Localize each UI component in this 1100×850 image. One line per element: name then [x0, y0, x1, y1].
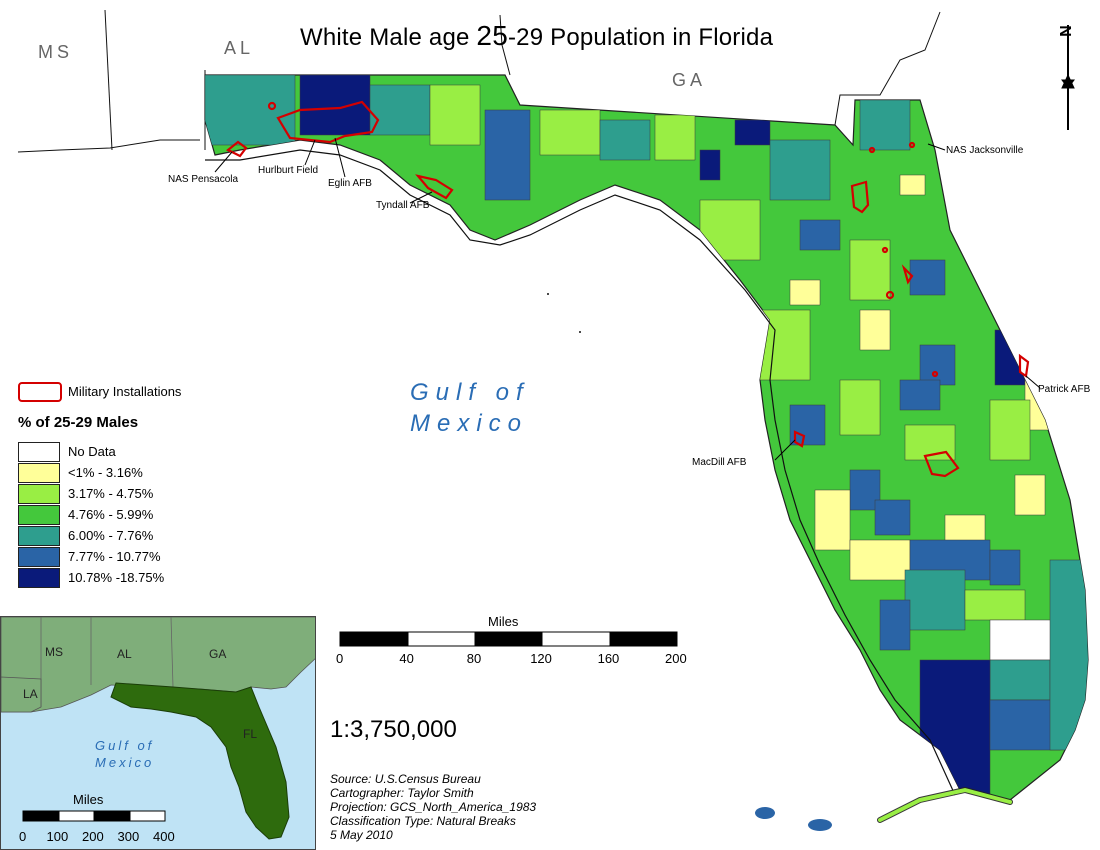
label-tyndall-afb: Tyndall AFB	[376, 200, 430, 211]
scale-bar	[339, 631, 678, 647]
credit-classification: Classification Type: Natural Breaks	[330, 814, 516, 828]
scale-tick-label: 200	[665, 651, 687, 666]
legend-label: 4.76% - 5.99%	[68, 507, 154, 522]
base-leader-lines	[214, 137, 1041, 461]
label-nas-jacksonville: NAS Jacksonville	[946, 145, 1024, 156]
scale-tick-label: 160	[597, 651, 620, 666]
legend-swatch	[18, 484, 60, 504]
label-mississippi: MS	[38, 42, 73, 62]
credit-cartographer: Cartographer: Taylor Smith	[330, 786, 474, 800]
legend-row: 7.77% - 10.77%	[18, 547, 218, 568]
inset-scale-tick-label: 100	[46, 829, 69, 844]
legend-row: 6.00% - 7.76%	[18, 526, 218, 547]
scale-tick-label: 120	[530, 651, 552, 666]
map-title: White Male age 25-29 Population in Flori…	[300, 20, 774, 51]
inset-scale-bar	[22, 810, 166, 822]
credit-projection: Projection: GCS_North_America_1983	[330, 800, 537, 814]
inset-locator-map: MS AL GA LA FL Gulf of Mexico Miles 0 100…	[0, 616, 316, 850]
label-hurlburt-field: Hurlburt Field	[258, 165, 319, 176]
legend-row: 10.78% -18.75%	[18, 568, 218, 589]
inset-label-ga: GA	[209, 647, 227, 661]
scale-ratio: 1:3,750,000	[330, 716, 457, 743]
label-nas-pensacola: NAS Pensacola	[168, 174, 239, 185]
scale-tick-label: 0	[336, 651, 344, 666]
label-eglin-afb: Eglin AFB	[328, 178, 372, 189]
military-installations	[225, 100, 1030, 478]
credit-date: 5 May 2010	[330, 828, 393, 842]
legend-swatch	[18, 568, 60, 588]
legend-swatch	[18, 442, 60, 462]
inset-scale-tick-label: 0	[19, 829, 27, 844]
scale-unit: Miles	[488, 614, 519, 629]
legend-swatch	[18, 547, 60, 567]
label-georgia: GA	[672, 70, 707, 90]
north-arrow	[1061, 25, 1075, 130]
scale-tick-label: 80	[466, 651, 482, 666]
inset-label-ms: MS	[45, 645, 63, 659]
legend-row: No Data	[18, 442, 218, 463]
credit-source: Source: U.S.Census Bureau	[330, 772, 481, 786]
inset-svg	[1, 617, 315, 840]
inset-florida	[110, 682, 290, 840]
legend-label: 3.17% - 4.75%	[68, 486, 154, 501]
military-label: Military Installations	[68, 384, 182, 399]
inset-label-gulf: Gulf of Mexico	[95, 738, 155, 770]
label-macdill-afb: MacDill AFB	[692, 457, 747, 468]
legend-swatch	[18, 526, 60, 546]
scale-tick-label: 40	[399, 651, 414, 666]
inset-scale-tick-label: 300	[117, 829, 140, 844]
label-gulf-of-mexico: Gulf of Mexico	[410, 379, 530, 437]
inset-scale-tick-label: 200	[82, 829, 104, 844]
map-credits: Source: U.S.Census Bureau Cartographer: …	[330, 772, 536, 842]
label-alabama: AL	[224, 38, 255, 58]
inset-scale-unit: Miles	[73, 792, 104, 807]
military-swatch	[18, 382, 62, 402]
inset-scale-tick-label: 400	[153, 829, 175, 844]
legend-label: 10.78% -18.75%	[68, 570, 165, 585]
label-patrick-afb: Patrick AFB	[1038, 384, 1091, 395]
legend-swatch	[18, 505, 60, 525]
legend-military: Military Installations	[18, 382, 238, 402]
inset-label-fl: FL	[243, 727, 258, 741]
inset-label-al: AL	[117, 647, 132, 661]
legend-row: <1% - 3.16%	[18, 463, 218, 484]
legend-label: No Data	[68, 444, 116, 459]
legend-title: % of 25-29 Males	[18, 414, 139, 431]
legend-swatch	[18, 463, 60, 483]
legend-row: 3.17% - 4.75%	[18, 484, 218, 505]
inset-label-la: LA	[23, 687, 38, 701]
legend-label: 6.00% - 7.76%	[68, 528, 154, 543]
legend-label: 7.77% - 10.77%	[68, 549, 161, 564]
legend-label: <1% - 3.16%	[68, 465, 143, 480]
legend-row: 4.76% - 5.99%	[18, 505, 218, 526]
north-label: N	[1055, 25, 1073, 37]
